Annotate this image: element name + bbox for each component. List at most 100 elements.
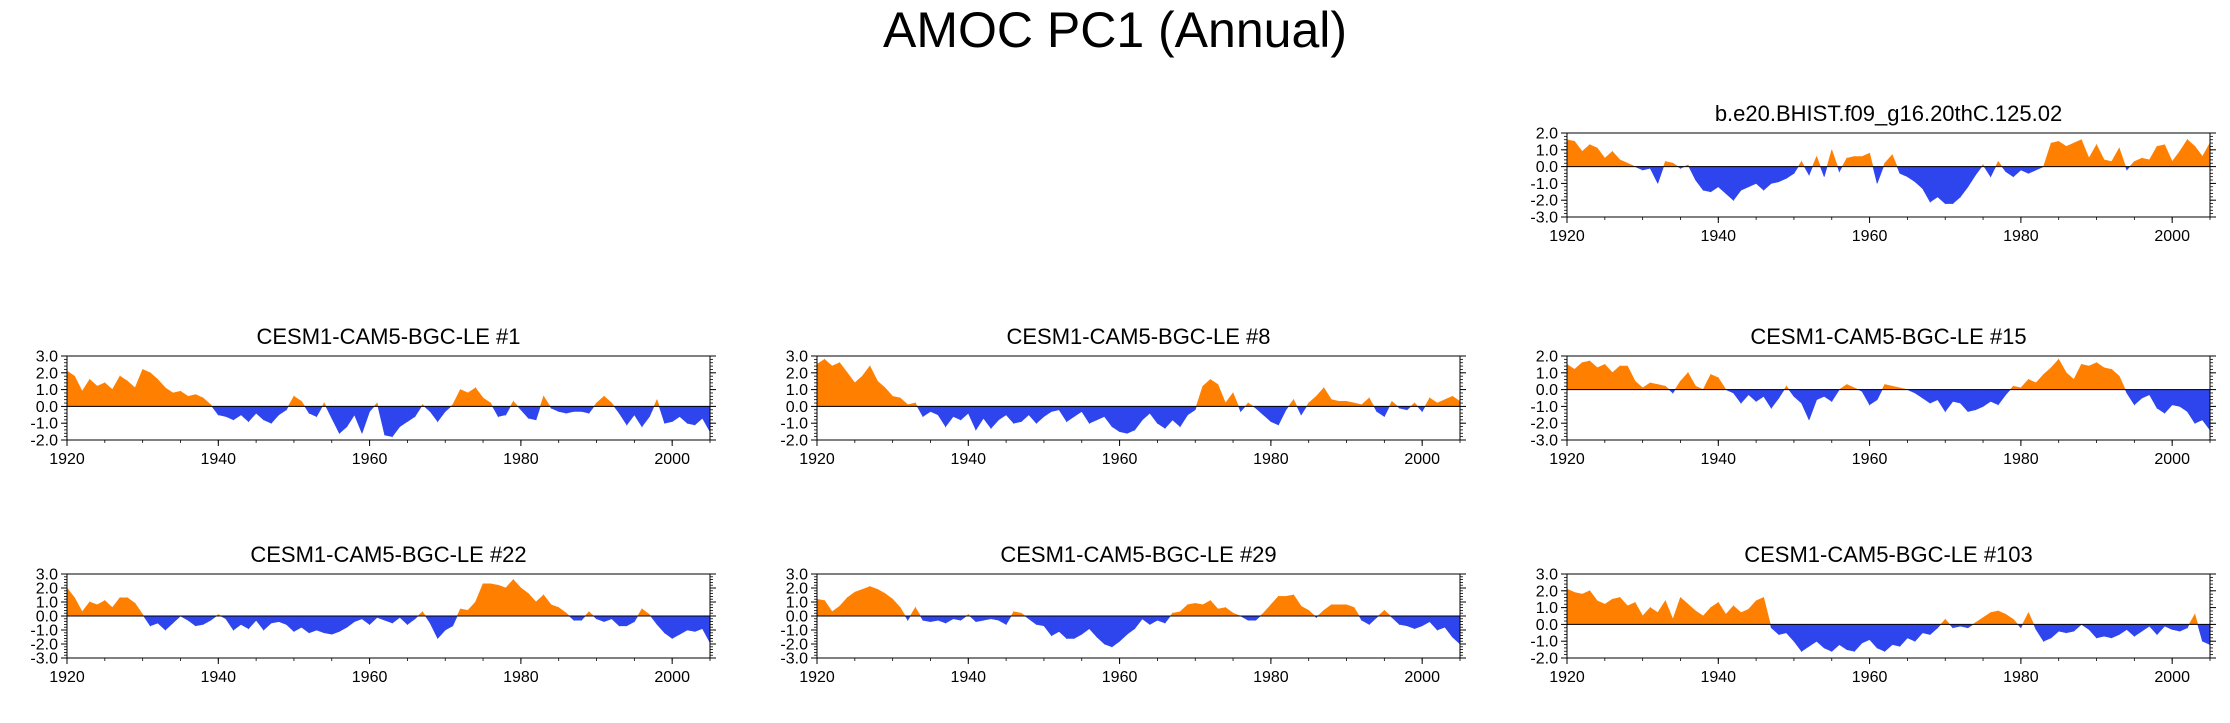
negative-area-segment: [1141, 406, 1151, 421]
x-tick-label: 1940: [950, 669, 986, 686]
positive-area-segment: [1702, 606, 1712, 625]
positive-area-segment: [127, 597, 136, 617]
panel-le-8: CESM1-CAM5-BGC-LE #8 3.0 2.0 1.0 0.0 -1.0 -2.0…: [750, 318, 1470, 493]
positive-area-segment: [1225, 607, 1234, 617]
negative-area-segment: [1036, 615, 1045, 627]
chart-svg: CESM1-CAM5-BGC-LE #8 3.02.01.00.0-1.0-2.0…: [780, 324, 1466, 468]
negative-area-segment: [2126, 166, 2131, 171]
positive-area-segment: [1619, 159, 1628, 167]
negative-area-segment: [278, 406, 287, 416]
positive-area-segment: [2194, 145, 2203, 167]
negative-area-segment: [1263, 406, 1272, 423]
negative-area-segment: [391, 406, 401, 438]
negative-area-segment: [1967, 166, 1976, 188]
negative-area-segment: [1119, 615, 1128, 642]
x-tick-label: 1980: [503, 451, 539, 468]
negative-area-segment: [1384, 406, 1390, 417]
y-tick-label: 2.0: [1536, 583, 1558, 600]
negative-area-segment: [233, 615, 242, 631]
negative-area-segment: [656, 615, 665, 634]
y-tick-label: 2.0: [1536, 349, 1558, 366]
positive-area-segment: [2103, 367, 2112, 390]
positive-area-segment: [1990, 610, 1999, 625]
negative-area-segment: [1270, 406, 1279, 426]
negative-area-segment: [286, 406, 289, 411]
x-tick-label: 2000: [2154, 451, 2190, 468]
negative-area-segment: [952, 406, 962, 421]
x-tick-label: 1980: [2003, 669, 2039, 686]
negative-area-segment: [377, 406, 386, 436]
positive-area-segment: [1581, 360, 1590, 390]
negative-area-segment: [658, 406, 665, 424]
negative-area-segment: [649, 615, 658, 626]
negative-area-segment: [407, 406, 416, 423]
y-tick-label: -2.0: [30, 433, 58, 450]
negative-area-segment: [1944, 389, 1954, 413]
negative-area-segment: [2179, 624, 2188, 632]
negative-area-segment: [384, 615, 393, 624]
negative-area-segment: [922, 406, 931, 418]
positive-area-segment: [1786, 385, 1790, 390]
negative-area-segment: [1126, 406, 1136, 434]
negative-area-segment: [2202, 389, 2211, 431]
negative-area-segment: [1983, 166, 1991, 178]
positive-area-segment: [1695, 610, 1704, 625]
negative-area-segment: [429, 615, 438, 639]
negative-area-segment: [263, 615, 272, 631]
negative-area-segment: [1020, 406, 1030, 423]
negative-area-segment: [1119, 406, 1128, 434]
negative-area-segment: [399, 615, 408, 626]
negative-area-segment: [1399, 406, 1408, 411]
negative-area-segment: [384, 406, 393, 438]
negative-area-segment: [1126, 615, 1136, 635]
negative-area-segment: [2141, 389, 2150, 399]
positive-area-segment: [1665, 385, 1670, 390]
positive-area-segment: [2009, 385, 2014, 390]
positive-area-segment: [1566, 139, 1575, 167]
negative-area-segment: [286, 615, 295, 633]
panel-le-22: CESM1-CAM5-BGC-LE #22 3.0 2.0 1.0 0.0 -1.0 -2.…: [0, 536, 720, 711]
negative-area-segment: [1861, 624, 1870, 644]
negative-area-segment: [202, 615, 212, 625]
positive-area-segment: [1346, 604, 1355, 617]
positive-area-segment: [907, 402, 916, 407]
positive-area-segment: [846, 371, 856, 407]
positive-area-segment: [2050, 358, 2060, 390]
negative-area-segment: [520, 406, 529, 419]
positive-area-segment: [909, 606, 916, 617]
negative-area-segment: [1929, 166, 1938, 203]
negative-area-segment: [2202, 624, 2211, 646]
plot-frame: [1566, 355, 2211, 441]
negative-area-segment: [1066, 406, 1075, 423]
negative-area-segment: [1134, 615, 1143, 630]
positive-area-segment: [2111, 368, 2120, 390]
negative-area-segment: [998, 406, 1007, 421]
positive-area-segment: [1293, 399, 1298, 407]
negative-area-segment: [1937, 166, 1946, 205]
negative-area-segment: [2179, 389, 2188, 413]
y-tick-label: -2.0: [780, 433, 808, 450]
positive-area-segment: [1391, 400, 1399, 407]
positive-area-segment: [1997, 610, 2007, 625]
negative-area-segment: [323, 615, 333, 635]
positive-area-segment: [2043, 142, 2052, 167]
negative-area-segment: [937, 615, 946, 624]
negative-area-segment: [179, 615, 189, 621]
positive-area-segment: [1589, 144, 1598, 167]
positive-area-segment: [81, 601, 90, 617]
negative-area-segment: [916, 406, 924, 418]
chart-title: CESM1-CAM5-BGC-LE #1: [256, 324, 520, 349]
positive-area-segment: [1634, 380, 1643, 390]
negative-area-segment: [2005, 166, 2014, 178]
negative-area-segment: [1876, 389, 1883, 400]
negative-area-segment: [2050, 624, 2060, 639]
positive-area-segment: [1634, 601, 1643, 625]
positive-area-segment: [1733, 605, 1742, 625]
positive-area-segment: [899, 606, 906, 617]
negative-area-segment: [217, 406, 227, 417]
positive-area-segment: [1891, 385, 1901, 390]
negative-area-segment: [671, 615, 681, 639]
negative-area-segment: [339, 615, 348, 632]
positive-area-segment: [2156, 144, 2165, 167]
negative-area-segment: [225, 615, 234, 631]
